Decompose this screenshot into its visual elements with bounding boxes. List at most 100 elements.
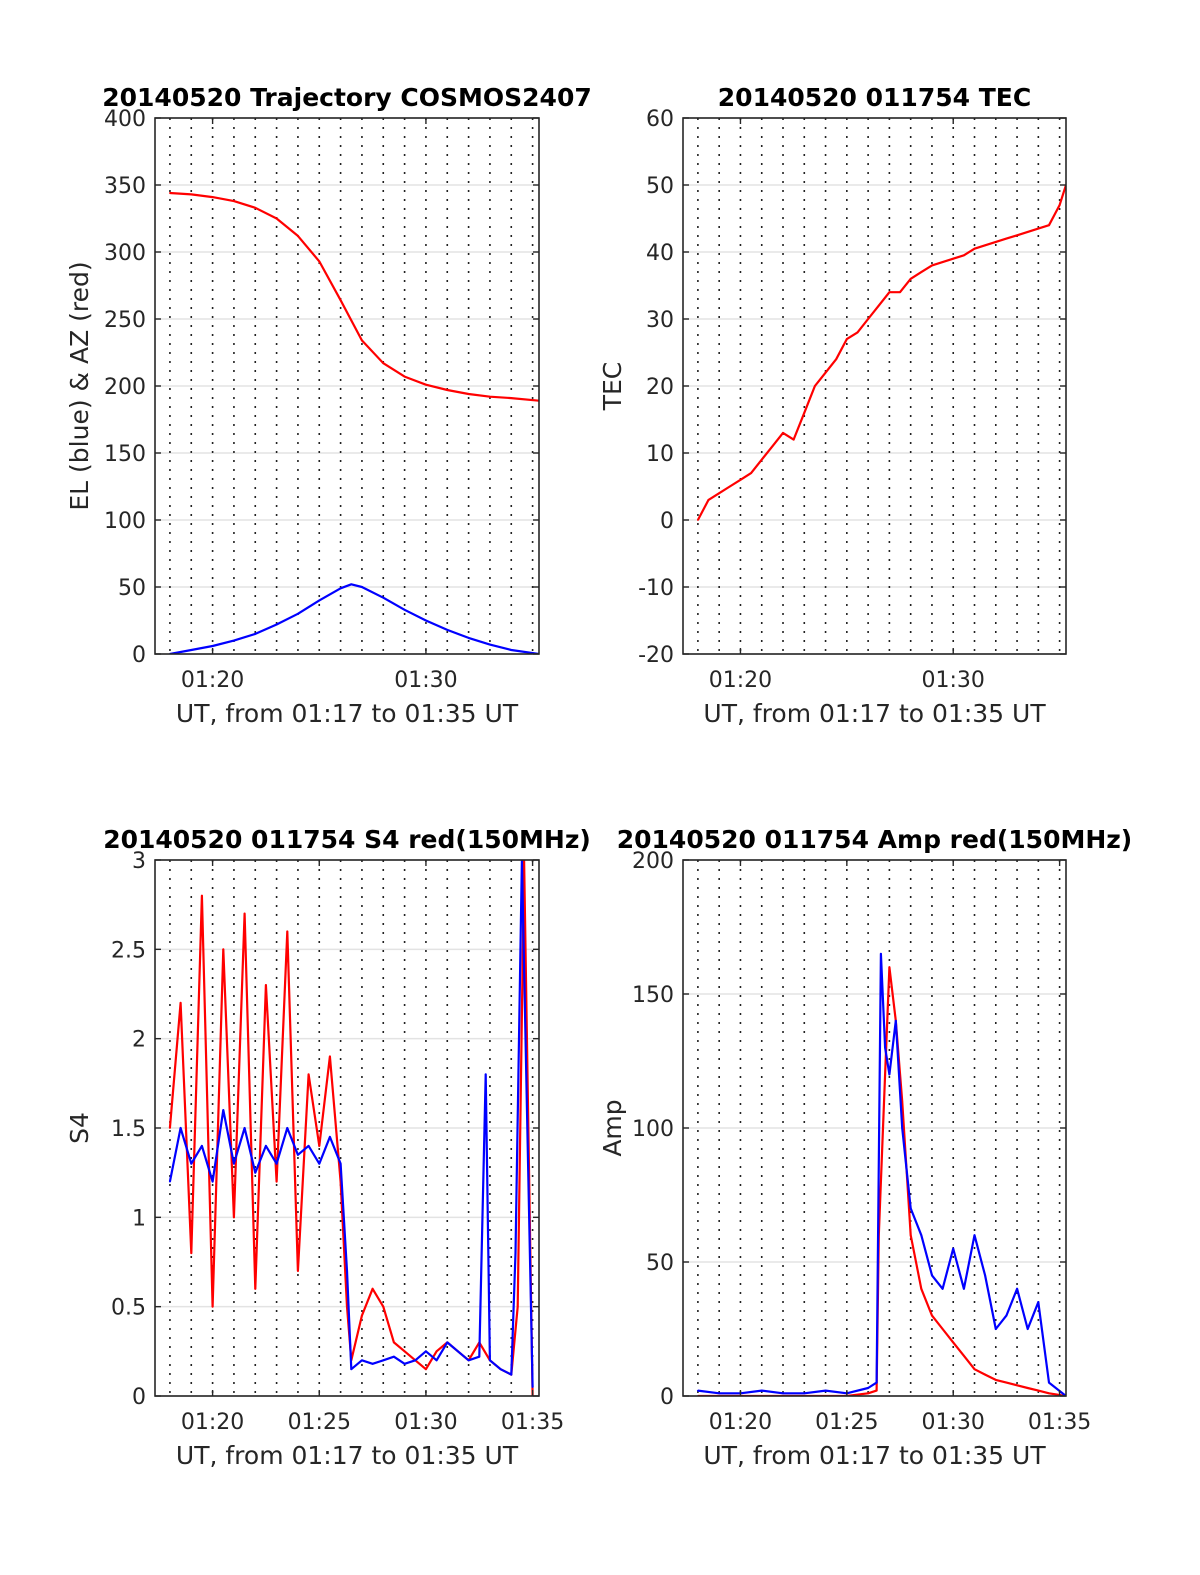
data-point bbox=[318, 1144, 321, 1147]
data-point bbox=[867, 318, 870, 320]
y-tick-label: 40 bbox=[646, 241, 674, 266]
data-point bbox=[760, 458, 763, 461]
data-point bbox=[211, 196, 214, 198]
data-point bbox=[1058, 204, 1061, 207]
data-point bbox=[962, 1287, 965, 1290]
y-tick-label: 150 bbox=[104, 442, 146, 467]
data-point bbox=[856, 331, 859, 334]
data-point bbox=[222, 948, 225, 951]
series-line-blue bbox=[697, 952, 1066, 1396]
y-tick-label: 20 bbox=[646, 375, 674, 400]
data-point bbox=[696, 519, 699, 521]
data-point bbox=[254, 633, 257, 635]
data-point bbox=[994, 1328, 997, 1330]
data-point bbox=[371, 1362, 374, 1365]
data-point bbox=[1048, 1392, 1050, 1395]
x-axis-label: UT, from 01:17 to 01:35 UT bbox=[703, 1441, 1046, 1470]
data-point bbox=[233, 1162, 235, 1165]
data-point bbox=[382, 1305, 385, 1308]
x-axis-label: UT, from 01:17 to 01:35 UT bbox=[703, 699, 1046, 728]
data-point bbox=[824, 371, 827, 374]
data-point bbox=[867, 1387, 870, 1389]
data-point bbox=[739, 478, 742, 481]
data-point bbox=[169, 192, 171, 194]
data-point bbox=[275, 1162, 278, 1165]
data-point bbox=[286, 930, 289, 933]
series-line-red bbox=[169, 191, 539, 402]
data-point bbox=[446, 628, 449, 631]
data-point bbox=[973, 1234, 976, 1237]
data-point bbox=[489, 643, 491, 646]
data-point bbox=[361, 586, 363, 588]
data-point bbox=[425, 1350, 427, 1353]
data-point bbox=[318, 599, 321, 602]
y-tick-label: 200 bbox=[104, 375, 146, 400]
data-point bbox=[962, 1354, 965, 1357]
data-point bbox=[1026, 231, 1029, 233]
y-tick-label: 0 bbox=[132, 643, 146, 668]
data-point bbox=[275, 1180, 278, 1183]
data-point bbox=[382, 362, 385, 365]
data-point bbox=[1026, 1387, 1029, 1389]
x-tick-label: 01:20 bbox=[181, 668, 244, 693]
data-point bbox=[403, 608, 406, 611]
data-point bbox=[446, 389, 449, 391]
data-point bbox=[382, 1359, 385, 1362]
data-point bbox=[899, 291, 901, 294]
y-tick-label: 100 bbox=[104, 509, 146, 534]
data-point bbox=[1037, 1389, 1040, 1392]
data-point bbox=[254, 1287, 257, 1290]
x-tick-label: 01:25 bbox=[815, 1410, 878, 1435]
data-point bbox=[1016, 234, 1018, 237]
data-point bbox=[803, 1392, 806, 1395]
data-point bbox=[265, 1144, 267, 1147]
data-point bbox=[297, 1153, 299, 1156]
data-point bbox=[888, 1073, 891, 1076]
series-group bbox=[696, 184, 1066, 521]
data-point bbox=[1005, 237, 1008, 240]
data-point bbox=[1037, 227, 1040, 230]
y-tick-label: 0 bbox=[660, 509, 674, 534]
x-tick-label: 01:30 bbox=[922, 668, 985, 693]
data-point bbox=[750, 472, 752, 474]
data-point bbox=[190, 649, 193, 651]
trajectory-plot: 0 50 100 150 200 250 300 350 400 01:20 01:30 201405… bbox=[65, 83, 592, 728]
data-point bbox=[243, 912, 246, 915]
data-point bbox=[222, 1109, 225, 1112]
data-point bbox=[531, 1386, 534, 1388]
y-tick-label: 0 bbox=[132, 1385, 146, 1410]
data-point bbox=[920, 1287, 923, 1290]
chart-title: 20140520 011754 TEC bbox=[718, 83, 1031, 112]
data-point bbox=[467, 637, 470, 639]
data-point bbox=[275, 217, 278, 220]
series-line-red bbox=[696, 184, 1066, 521]
chart-title: 20140520 011754 Amp red(150MHz) bbox=[617, 825, 1133, 854]
y-tick-label: 350 bbox=[104, 174, 146, 199]
data-point bbox=[467, 1359, 470, 1362]
data-point bbox=[941, 261, 944, 263]
data-point bbox=[707, 499, 710, 501]
data-point bbox=[425, 1368, 427, 1371]
data-point bbox=[941, 1328, 944, 1330]
data-point bbox=[435, 1359, 438, 1362]
data-point bbox=[254, 206, 257, 209]
data-point bbox=[510, 1373, 513, 1376]
data-point bbox=[888, 966, 891, 969]
y-tick-label: 60 bbox=[646, 107, 674, 132]
x-tick-label: 01:30 bbox=[394, 668, 457, 693]
y-tick-label: -20 bbox=[638, 643, 674, 668]
y-tick-label: 300 bbox=[104, 241, 146, 266]
data-point bbox=[201, 894, 203, 897]
data-point bbox=[414, 1359, 417, 1362]
series-group bbox=[696, 952, 1066, 1396]
data-point bbox=[909, 1234, 912, 1237]
data-point bbox=[931, 1314, 933, 1317]
data-point bbox=[1048, 224, 1050, 227]
data-point bbox=[339, 587, 342, 590]
data-point bbox=[350, 1368, 353, 1371]
data-point bbox=[489, 395, 491, 398]
data-point bbox=[879, 952, 882, 955]
data-point bbox=[941, 1287, 944, 1290]
data-point bbox=[909, 1207, 912, 1210]
